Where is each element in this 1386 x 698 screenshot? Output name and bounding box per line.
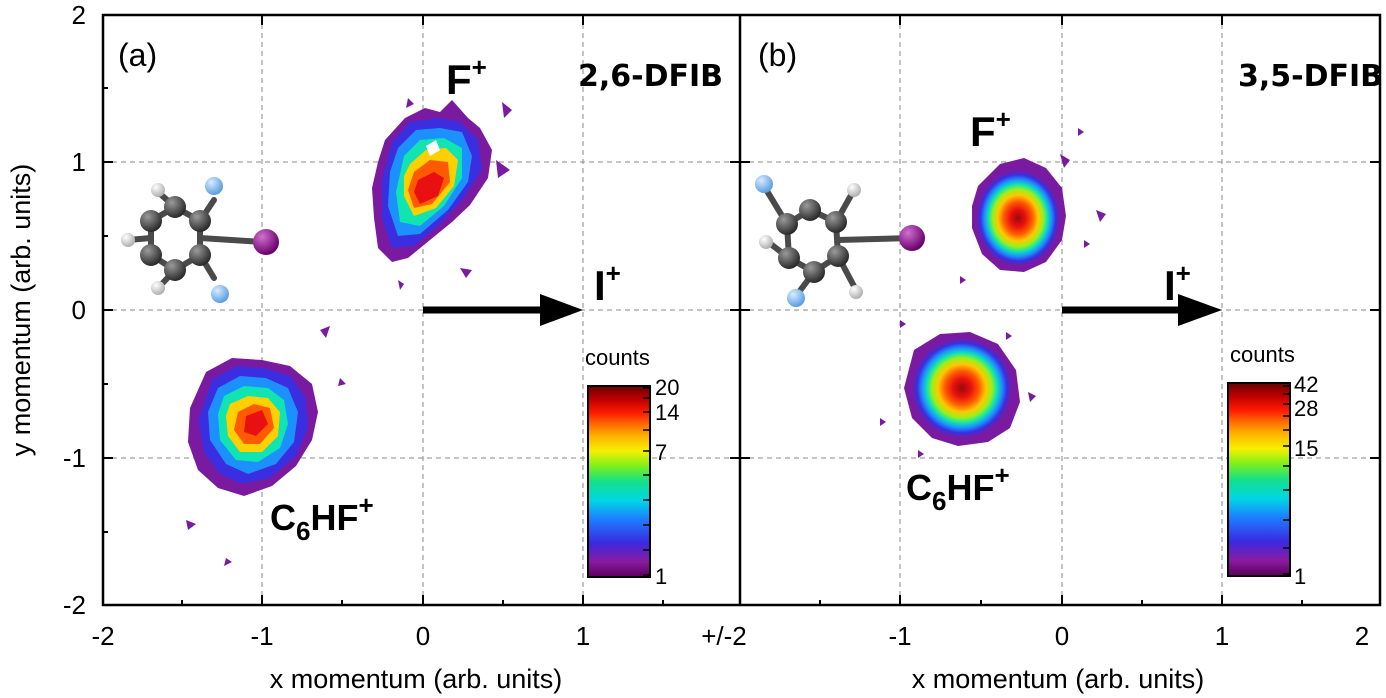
x-tick-label: 2 — [1355, 621, 1369, 651]
x-tick-label: -2 — [91, 621, 114, 651]
cluster-b-c6hf — [880, 320, 1036, 458]
y-tick-label: 2 — [72, 0, 86, 30]
molecule-name-a: 2,6-DFIB — [578, 59, 723, 94]
x-tick-label: +/-2 — [701, 621, 747, 651]
i-plus-arrow-a — [423, 294, 583, 326]
i-plus-arrow-b — [1062, 294, 1222, 326]
ion-charge: + — [606, 258, 621, 288]
x-tick-label: -1 — [250, 621, 273, 651]
colorbar-a: counts 20 14 7 1 — [585, 345, 679, 589]
panel-b: (b) 3,5-DFIB F+ I+ C6HF+ counts 42 28 15… — [740, 15, 1383, 605]
x-tick-label: 1 — [1215, 621, 1229, 651]
x-tick-label: 1 — [576, 621, 590, 651]
molecule-structure-b — [755, 175, 925, 307]
colorbar-title-a: counts — [585, 345, 650, 370]
y-axis-title: y momentum (arb. units) — [6, 164, 36, 457]
x-tick-label: 0 — [1055, 621, 1069, 651]
ion-charge: + — [994, 460, 1009, 490]
ion-label-iplus-b: I+ — [1164, 258, 1191, 309]
y-tick-labels: 2 1 0 -1 -2 — [63, 0, 86, 620]
ion-label-fplus-a: F+ — [446, 52, 487, 103]
panel-a: (a) 2,6-DFIB F+ I+ C6HF+ counts 20 14 7 … — [103, 15, 740, 605]
y-tick-label: 1 — [72, 147, 86, 177]
ion-base: C — [906, 467, 932, 508]
ion-base: I — [594, 262, 606, 309]
colorbar-label-a-3: 1 — [655, 564, 667, 589]
ion-label-c6hf-b: C6HF+ — [906, 460, 1010, 516]
colorbar-label-b-0: 42 — [1294, 372, 1318, 397]
ion-subscript: 6 — [296, 516, 310, 546]
colorbar-label-b-3: 1 — [1294, 564, 1306, 589]
ion-charge: + — [996, 104, 1011, 134]
ion-charge: + — [358, 490, 373, 520]
ion-label-iplus-a: I+ — [594, 258, 621, 309]
ion-base: F — [446, 56, 472, 103]
x-tick-label: -1 — [888, 621, 911, 651]
panel-tag-a: (a) — [118, 37, 157, 73]
colorbar-label-a-1: 14 — [655, 400, 679, 425]
ion-charge: + — [1176, 258, 1191, 288]
colorbar-label-b-1: 28 — [1294, 396, 1318, 421]
cluster-a-fplus — [372, 98, 512, 290]
y-tick-label: -2 — [63, 590, 86, 620]
colorbar-label-a-2: 7 — [655, 440, 667, 465]
x-axis-title-right: x momentum (arb. units) — [912, 664, 1205, 694]
colorbar-label-a-0: 20 — [655, 375, 679, 400]
x-axis-title-left: x momentum (arb. units) — [270, 664, 563, 694]
panel-tag-b: (b) — [758, 37, 797, 73]
ion-charge: + — [472, 52, 487, 82]
colorbar-title-b: counts — [1230, 342, 1295, 367]
ion-base: I — [1164, 262, 1176, 309]
y-tick-label: -1 — [63, 443, 86, 473]
y-tick-label: 0 — [72, 295, 86, 325]
cluster-a-c6hf — [186, 326, 346, 566]
ion-label-fplus-b: F+ — [970, 104, 1011, 155]
molecule-name-b: 3,5-DFIB — [1238, 59, 1383, 94]
ion-base: F — [970, 108, 996, 155]
cluster-b-fplus — [960, 128, 1106, 284]
ion-label-c6hf-a: C6HF+ — [270, 490, 374, 546]
x-tick-labels: -2 -1 0 1 +/-2 -1 0 1 2 — [91, 621, 1369, 651]
x-tick-label: 0 — [416, 621, 430, 651]
colorbar-b: counts 42 28 15 1 — [1227, 342, 1318, 589]
ion-base: C — [270, 497, 296, 538]
colorbar-label-b-2: 15 — [1294, 436, 1318, 461]
ion-rest: HF — [946, 467, 994, 508]
ion-rest: HF — [310, 497, 358, 538]
axes-frame — [101, 13, 1382, 607]
molecule-structure-a — [121, 177, 279, 303]
ion-subscript: 6 — [932, 486, 946, 516]
